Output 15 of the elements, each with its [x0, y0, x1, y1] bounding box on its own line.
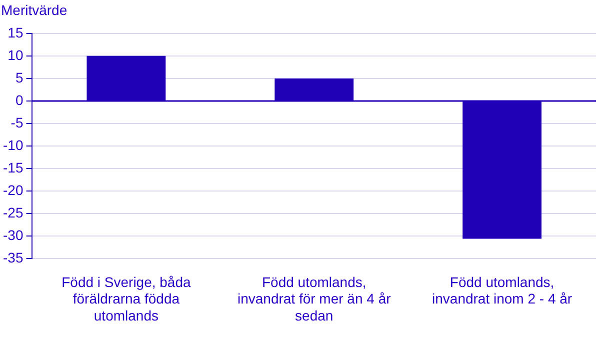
y-axis-title: Meritvärde	[1, 2, 68, 18]
y-tick-label: 5	[15, 69, 24, 86]
y-tick-label: 0	[15, 92, 24, 108]
x-tick-label: Född i Sverige, båda föräldrarna födda utomlands	[62, 274, 191, 324]
y-tick-label: -5	[10, 114, 24, 130]
x-tick-label: Född utomlands, invandrat för mer än 4 år sedan	[237, 274, 392, 324]
x-tick-label: Född utomlands, invandrat inom 2 - 4 år	[432, 274, 572, 307]
y-tick-label: -35	[3, 249, 24, 266]
y-tick-label: -30	[3, 226, 24, 243]
y-tick-label: -25	[3, 204, 24, 220]
y-tick-label: -15	[3, 159, 24, 176]
y-tick-label: -10	[3, 136, 24, 153]
y-tick-label: -20	[3, 182, 24, 198]
y-tick-label: 15	[8, 24, 24, 40]
y-tick-label: 10	[8, 46, 24, 63]
